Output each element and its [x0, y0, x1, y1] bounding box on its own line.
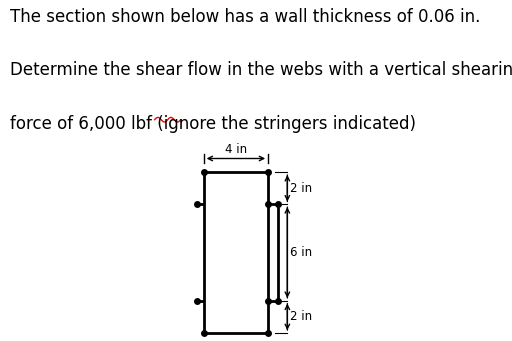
Text: Determine the shear flow in the webs with a vertical shearing: Determine the shear flow in the webs wit… [10, 61, 512, 79]
Text: 2 in: 2 in [290, 310, 312, 323]
Text: 2 in: 2 in [290, 182, 312, 195]
Text: force of 6,000 lbf (ignore the stringers indicated): force of 6,000 lbf (ignore the stringers… [10, 115, 416, 133]
Text: The section shown below has a wall thickness of 0.06 in.: The section shown below has a wall thick… [10, 8, 481, 26]
Text: 6 in: 6 in [290, 246, 312, 259]
Text: 4 in: 4 in [225, 143, 247, 156]
